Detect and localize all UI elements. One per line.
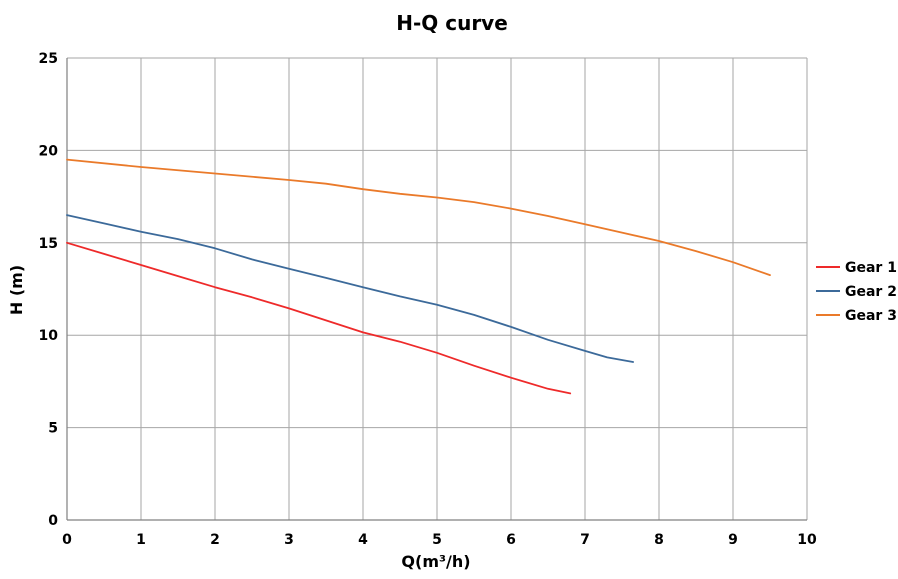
x-tick-label: 0 <box>62 532 72 548</box>
series-lines <box>66 158 771 395</box>
x-tick-label: 1 <box>136 532 146 548</box>
legend-label: Gear 3 <box>845 308 897 324</box>
x-tick-label: 8 <box>654 532 664 548</box>
x-tick-label: 2 <box>210 532 220 548</box>
grid-lines <box>66 57 808 521</box>
series-line-gear-1 <box>66 241 572 395</box>
legend: Gear 1 Gear 2 Gear 3 <box>816 260 897 324</box>
legend-label: Gear 1 <box>845 260 897 276</box>
chart-title: H-Q curve <box>396 11 508 35</box>
x-tick-labels: 0 1 2 3 4 5 6 7 8 9 10 <box>62 532 817 548</box>
y-tick-label: 5 <box>48 421 58 437</box>
x-tick-label: 3 <box>284 532 294 548</box>
y-tick-labels: 0 5 10 15 20 25 <box>39 51 59 529</box>
series-line-gear-3 <box>66 158 771 276</box>
x-tick-label: 4 <box>358 532 368 548</box>
series-line-gear-2 <box>66 214 634 363</box>
y-tick-label: 15 <box>39 236 58 252</box>
y-tick-label: 10 <box>39 328 59 344</box>
x-tick-label: 5 <box>432 532 442 548</box>
y-tick-label: 0 <box>48 513 58 529</box>
y-tick-label: 25 <box>39 51 58 67</box>
legend-label: Gear 2 <box>845 284 897 300</box>
x-tick-label: 6 <box>506 532 516 548</box>
x-tick-label: 10 <box>797 532 817 548</box>
x-tick-label: 7 <box>580 532 590 548</box>
y-tick-label: 20 <box>39 143 59 159</box>
x-axis-label: Q(m³/h) <box>401 552 470 571</box>
y-axis-label: H (m) <box>7 265 26 315</box>
x-tick-label: 9 <box>728 532 738 548</box>
